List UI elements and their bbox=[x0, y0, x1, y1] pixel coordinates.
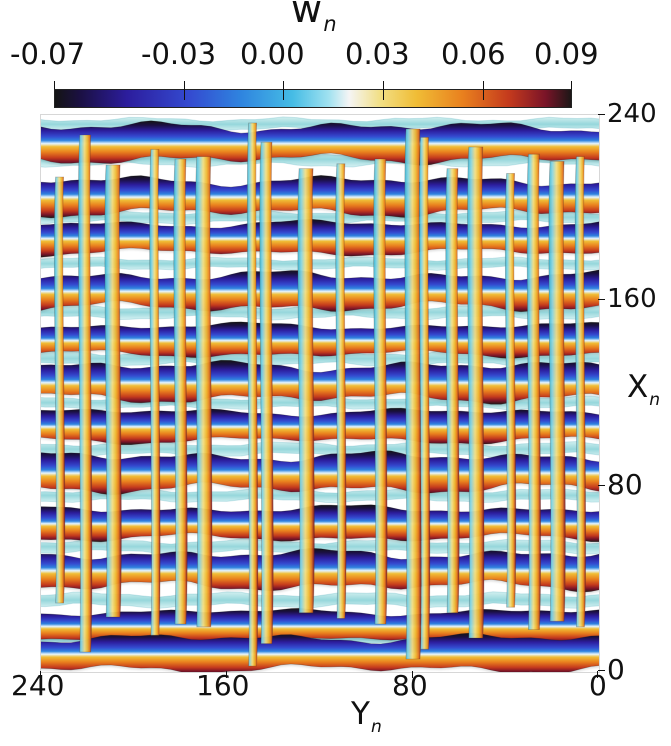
isosurface-plot bbox=[41, 115, 599, 672]
bottom-tick-label-160: 160 bbox=[196, 669, 250, 702]
y-axis-label: Xn bbox=[627, 369, 660, 409]
vertical-structure-2 bbox=[78, 134, 93, 653]
colorbar-tick-label-006: 0.06 bbox=[441, 37, 506, 71]
colorbar-tick-mark-4 bbox=[383, 81, 384, 100]
bottom-tick-mark-80 bbox=[412, 671, 413, 678]
right-tick-mark-80 bbox=[598, 485, 605, 486]
colorbar-tick-label-003: 0.03 bbox=[345, 37, 410, 71]
right-tick-label-240: 240 bbox=[607, 99, 657, 129]
vertical-structure-16 bbox=[504, 173, 517, 608]
right-tick-label-0: 0 bbox=[607, 653, 625, 686]
vertical-structure-5 bbox=[173, 158, 188, 625]
y-axis-label-subscript: n bbox=[649, 389, 661, 410]
chart-title: wn bbox=[291, 0, 337, 35]
x-axis-label-subscript: n bbox=[370, 716, 382, 737]
vertical-structure-10 bbox=[335, 163, 347, 619]
vertical-structure-15 bbox=[467, 146, 485, 639]
plot-area bbox=[40, 114, 600, 673]
vertical-structure-layer bbox=[53, 122, 587, 667]
band-12 bbox=[41, 632, 599, 672]
colorbar-tick-label-000: 0.00 bbox=[240, 37, 305, 71]
vertical-structure-9 bbox=[297, 168, 315, 614]
vertical-structure-17 bbox=[526, 153, 542, 630]
colorbar bbox=[54, 89, 572, 108]
right-tick-mark-160 bbox=[598, 299, 605, 300]
x-axis-label-main: Y bbox=[351, 696, 370, 732]
title-subscript: n bbox=[323, 12, 337, 37]
bottom-tick-mark-0 bbox=[597, 671, 598, 678]
bottom-tick-label-0: 0 bbox=[589, 669, 607, 702]
colorbar-tick-label-neg-007: -0.07 bbox=[10, 37, 86, 71]
vertical-structure-11 bbox=[373, 158, 388, 625]
x-axis-label: Yn bbox=[351, 696, 382, 736]
vertical-structure-1 bbox=[53, 176, 66, 604]
right-tick-label-160: 160 bbox=[607, 284, 657, 314]
colorbar-tick-label-009: 0.09 bbox=[534, 37, 599, 71]
colorbar-tick-label-neg-003: -0.03 bbox=[141, 37, 217, 71]
vertical-structure-7 bbox=[246, 122, 259, 667]
vertical-structure-18 bbox=[548, 161, 566, 622]
title-main: w bbox=[291, 0, 323, 31]
colorbar-tick-mark-1 bbox=[54, 81, 55, 89]
band-1 bbox=[41, 120, 599, 166]
vertical-structure-4 bbox=[149, 149, 161, 636]
colorbar-tick-mark-2 bbox=[184, 81, 185, 100]
vertical-structure-6 bbox=[195, 156, 213, 628]
vertical-structure-8 bbox=[259, 141, 274, 644]
right-tick-mark-240 bbox=[598, 114, 605, 115]
vertical-structure-3 bbox=[104, 164, 122, 618]
colorbar-tick-mark-6 bbox=[571, 81, 572, 89]
vertical-structure-13 bbox=[418, 137, 431, 650]
colorbar-tick-mark-3 bbox=[283, 81, 284, 100]
right-tick-label-80: 80 bbox=[607, 468, 643, 501]
vertical-structure-19 bbox=[574, 156, 587, 628]
bottom-tick-label-80: 80 bbox=[392, 669, 428, 702]
vertical-structure-12 bbox=[404, 128, 422, 660]
bottom-tick-label-240: 240 bbox=[11, 669, 65, 702]
y-axis-label-main: X bbox=[627, 369, 649, 405]
right-tick-mark-0 bbox=[598, 670, 605, 671]
bottom-tick-mark-240 bbox=[40, 671, 41, 678]
bottom-tick-mark-160 bbox=[226, 671, 227, 678]
vertical-structure-14 bbox=[445, 168, 460, 614]
colorbar-tick-mark-5 bbox=[483, 81, 484, 100]
